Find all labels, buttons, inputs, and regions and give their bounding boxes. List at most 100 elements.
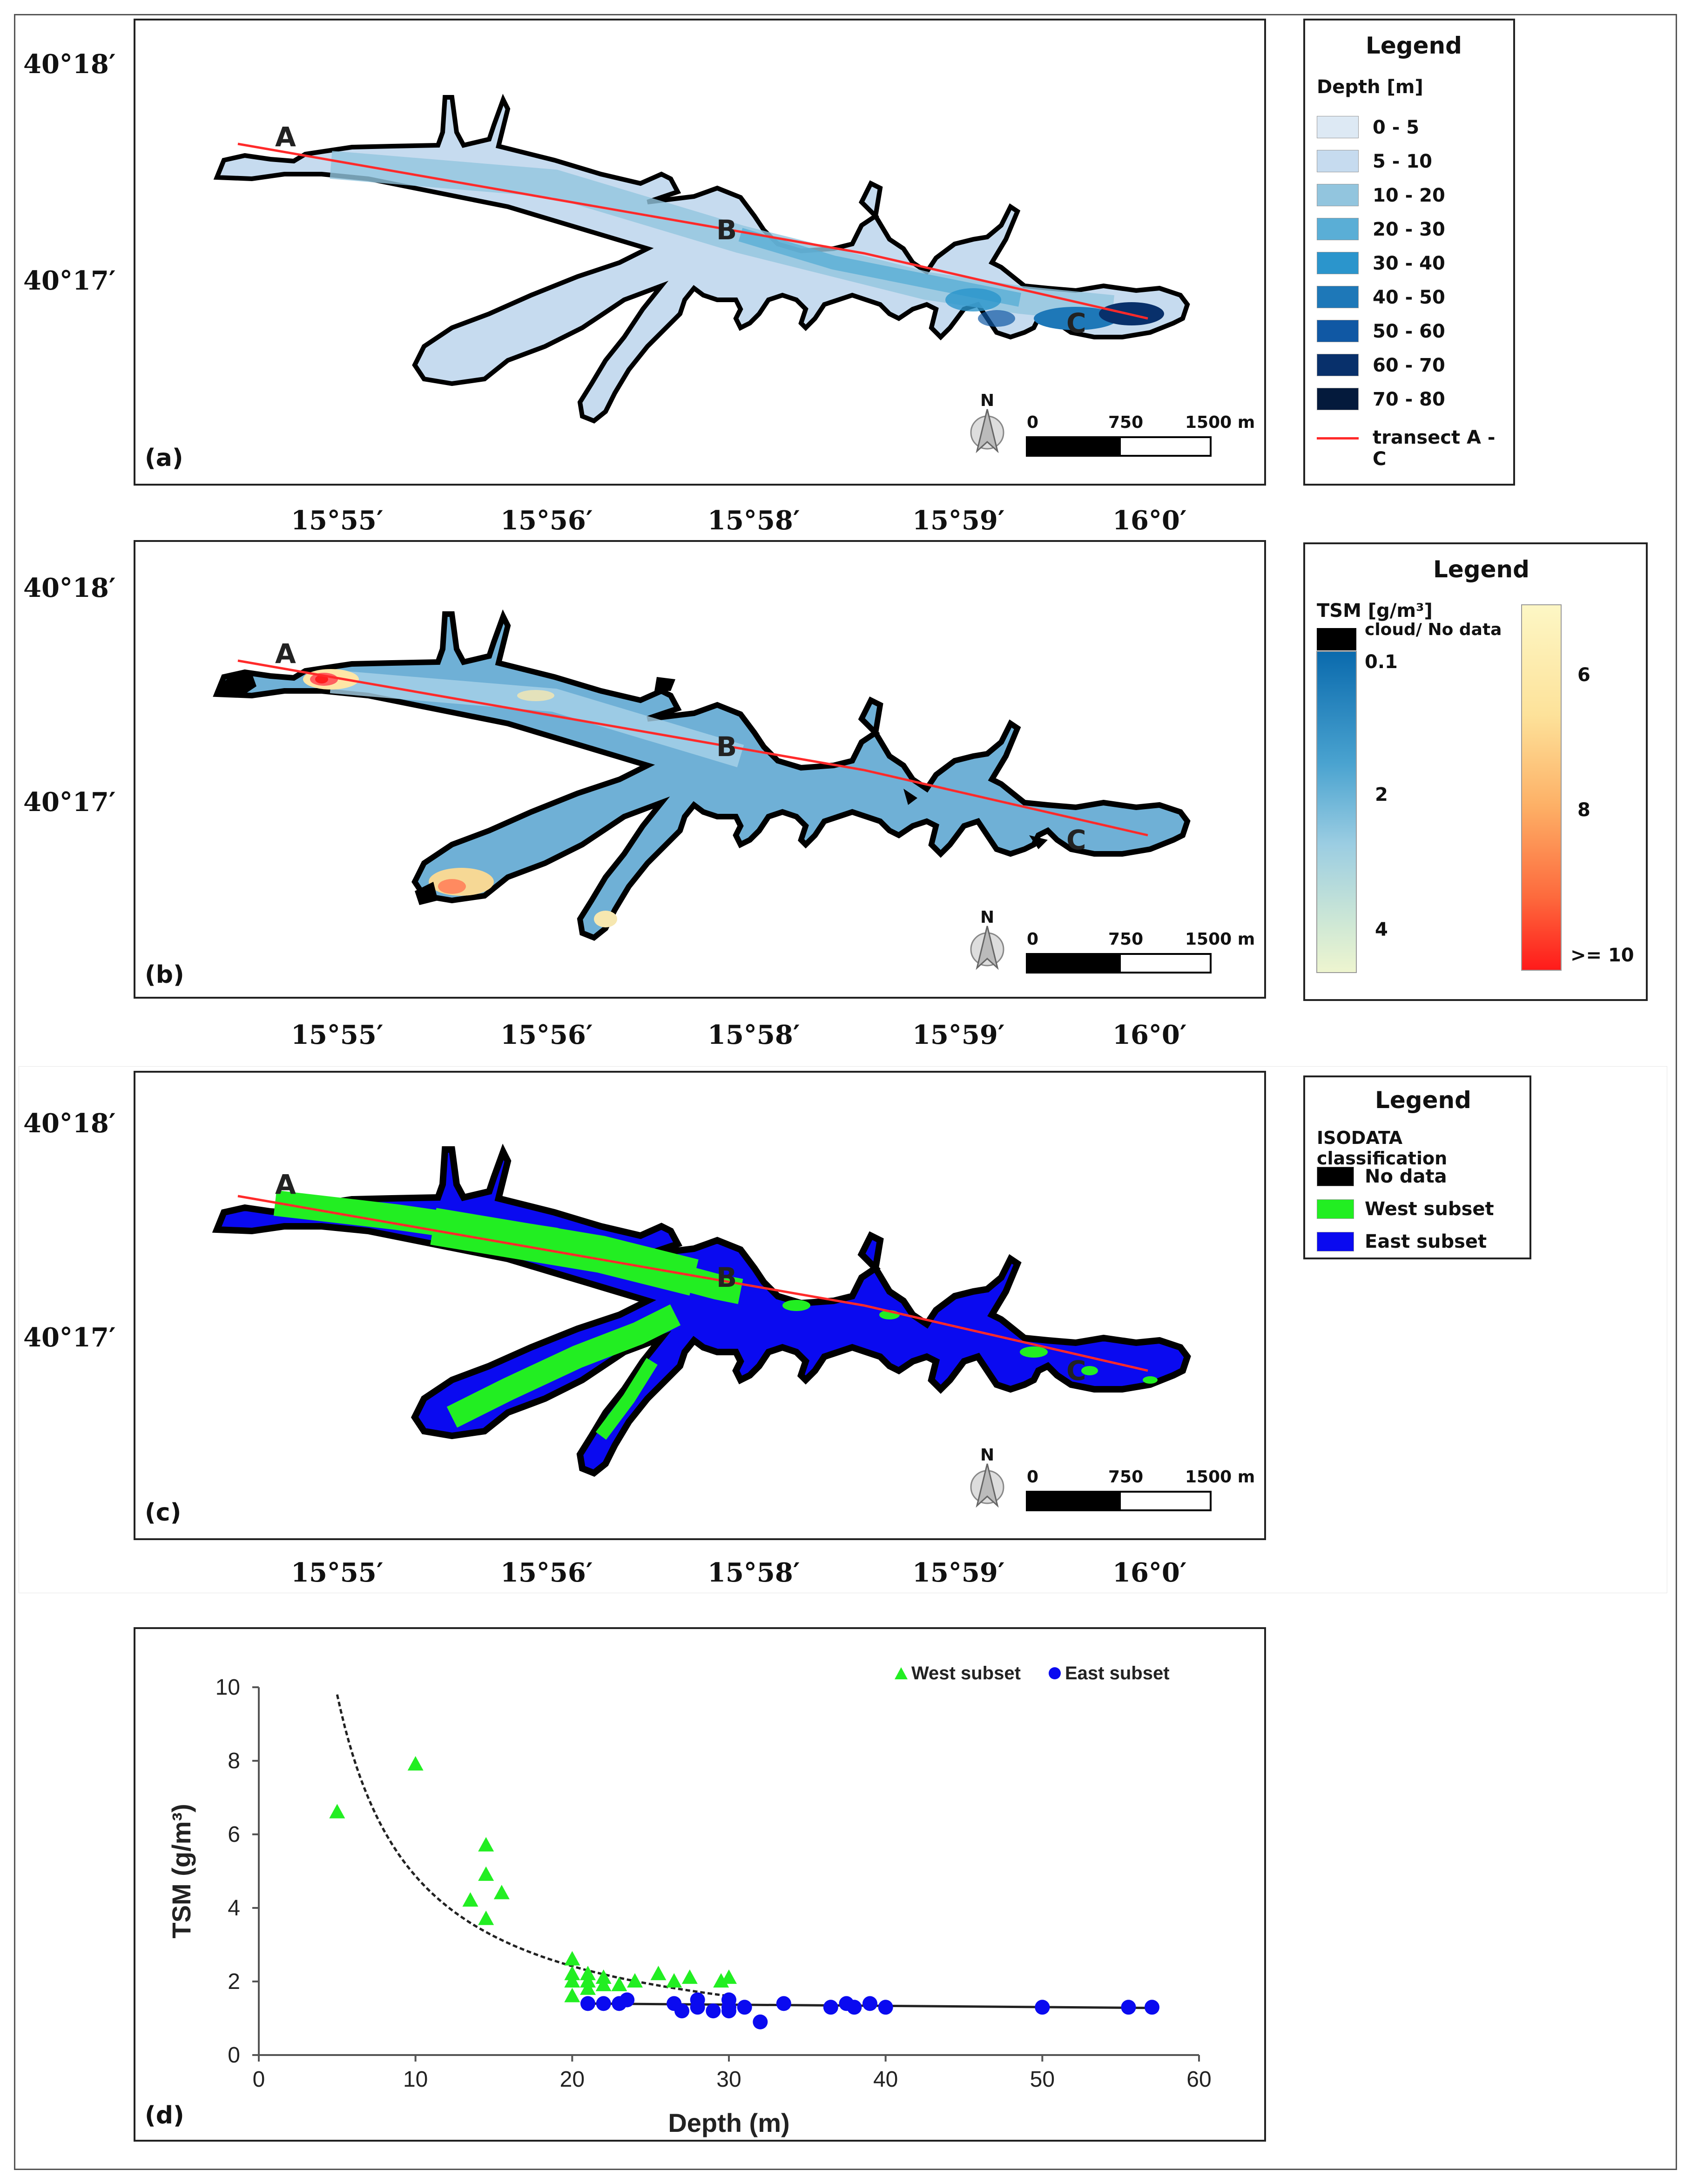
legend-transect-label: transect A - C [1373,427,1496,470]
panel-a-lon-5: 16°0′ [1112,505,1187,536]
legend-circle-marker [1049,1667,1061,1679]
west-subset-point [681,1969,698,1984]
depth-swatch [1317,286,1359,308]
panel-c-label: (c) [145,1499,182,1527]
depth-swatch [1317,388,1359,410]
class-label: No data [1365,1166,1447,1187]
panel-b-point-c: C [1066,824,1086,856]
panel-b-lon-4: 15°59′ [912,1020,1005,1050]
east-subset-point [862,1996,877,2011]
depth-class-label: 70 - 80 [1373,389,1445,410]
east-subset-point [776,1996,791,2011]
west-subset-point [478,1837,494,1852]
ramp-label-10: >= 10 [1570,945,1634,966]
legend-series-label: West subset [911,1663,1021,1684]
x-tick-label: 20 [560,2067,585,2092]
panel-a-legend-subtitle: Depth [m] [1317,76,1423,98]
ramp-label-0.1: 0.1 [1365,651,1398,673]
east-subset-point [753,2014,768,2029]
west-subset-point [580,1980,596,1995]
y-tick-label: 6 [228,1822,240,1847]
panel-a-legend: Legend Depth [m] 0 - 5 5 - 10 10 - 20 20 - … [1303,19,1515,486]
ramp-label-4: 4 [1375,919,1388,940]
panel-b-legend-title: Legend [1433,556,1529,583]
north-arrow: N [970,391,1004,453]
west-subset-point [666,1973,682,1988]
y-axis-label: TSM (g/m³) [167,1804,196,1938]
nodata-swatch [1317,628,1356,650]
panel-c-lat-2: 40°17′ [23,1322,116,1353]
panel-b-scale-bar: 0 750 1500 m [1026,930,1255,974]
depth-swatch [1317,184,1359,206]
panel-c-point-c: C [1066,1355,1086,1386]
panel-c-scale-end: 1500 m [1185,1467,1255,1487]
legend-triangle-marker [895,1667,908,1679]
panel-b-north-arrow: N [970,908,1004,970]
class-label: East subset [1365,1231,1487,1252]
panel-b-map: A B C N 0 750 1500 m (b) [134,540,1266,999]
depth-class-label: 60 - 70 [1373,355,1445,376]
class-swatch [1317,1167,1354,1186]
panel-b-point-b: B [716,731,737,763]
west-subset-point [650,1966,667,1981]
x-tick-label: 10 [403,2067,428,2092]
panel-c-lon-5: 16°0′ [1112,1557,1187,1588]
panel-c-map: A B C N 0 750 1500 m (c) [134,1071,1266,1540]
panel-b-label: (b) [145,961,184,989]
panel-c-north-arrow: N [970,1446,1004,1508]
panel-b-lake-map: A B C N 0 750 1500 m [135,542,1255,974]
east-subset-point [580,1996,595,2011]
panel-c-north-label: N [980,1446,994,1465]
panel-a-lon-1: 15°55′ [291,505,384,536]
scale-zero: 0 [1027,413,1038,432]
panel-a-legend-title: Legend [1366,32,1462,59]
y-tick-label: 10 [216,1675,240,1700]
west-subset-point [580,1973,596,1988]
ramp-label-8: 8 [1577,799,1590,821]
west-subset-point [462,1892,478,1907]
panel-c-legend-subtitle: ISODATA classification [1317,1128,1448,1169]
west-subset-point [478,1866,494,1881]
east-subset-point [847,2000,862,2015]
scale-mid: 750 [1108,413,1143,432]
panel-b-scale-zero: 0 [1027,930,1038,949]
panel-c-scale-zero: 0 [1027,1467,1038,1487]
west-subset-point [611,1976,627,1991]
depth-class-label: 30 - 40 [1373,253,1445,274]
east-subset-point [706,2003,721,2019]
east-subset-point [1145,2000,1159,2015]
depth-class-label: 5 - 10 [1373,151,1432,172]
panel-c-lon-3: 15°58′ [707,1557,800,1588]
y-tick-label: 0 [228,2043,240,2068]
panel-c-lon-1: 15°55′ [291,1557,384,1588]
y-tick-label: 8 [228,1749,240,1773]
west-subset-point [595,1969,612,1984]
west-subset-point [627,1973,643,1988]
point-c-label: C [1066,307,1086,339]
panel-c-scale-mid: 750 [1108,1467,1143,1487]
panel-c-legend-title: Legend [1375,1087,1471,1114]
depth-class-label: 20 - 30 [1373,219,1445,240]
depth-swatch [1317,218,1359,240]
panel-a-lake-map: A B C N 0 750 1500 m [135,20,1255,457]
east-subset-point [823,2000,838,2015]
east-subset-point [1035,2000,1050,2015]
panel-a-lon-2: 15°56′ [500,505,593,536]
y-tick-label: 4 [228,1896,240,1920]
panel-c-lon-2: 15°56′ [500,1557,593,1588]
panel-a-lat-1: 40°18′ [23,49,116,80]
west-subset-point [493,1885,510,1900]
panel-b-scale-mid: 750 [1108,930,1143,949]
depth-swatch [1317,252,1359,274]
east-subset-point [620,1992,635,2008]
panel-a-lon-4: 15°59′ [912,505,1005,536]
panel-c-scale-bar: 0 750 1500 m [1026,1467,1255,1511]
west-subset-point [329,1804,345,1819]
east-subset-point [878,2000,893,2015]
east-subset-point [1121,2000,1136,2015]
panel-b-lon-5: 16°0′ [1112,1020,1187,1050]
figure-frame [14,14,1677,2170]
ramp-label-2: 2 [1375,784,1388,805]
east-subset-point [596,1996,611,2011]
scale-bar: 0 750 1500 m [1026,413,1255,457]
